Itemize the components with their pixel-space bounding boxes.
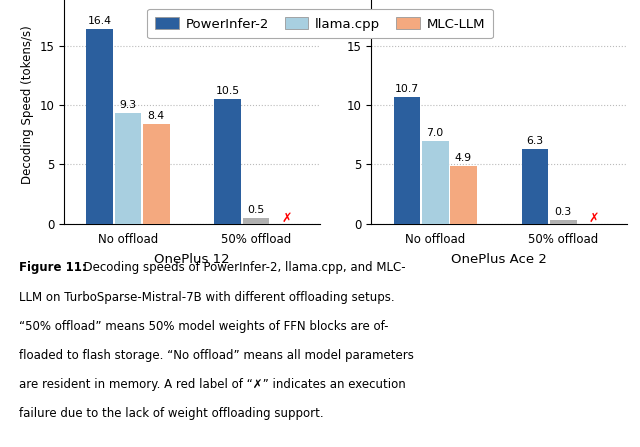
- Text: 8.4: 8.4: [148, 111, 164, 121]
- Text: Figure 11:: Figure 11:: [19, 261, 87, 274]
- Bar: [450, 165, 477, 224]
- Text: 4.9: 4.9: [455, 152, 472, 163]
- Text: 7.0: 7.0: [427, 128, 444, 138]
- Legend: PowerInfer-2, llama.cpp, MLC-LLM: PowerInfer-2, llama.cpp, MLC-LLM: [147, 9, 493, 38]
- Text: “50% offload” means 50% model weights of FFN blocks are of-: “50% offload” means 50% model weights of…: [19, 320, 388, 333]
- Bar: [550, 220, 577, 224]
- Text: 16.4: 16.4: [88, 17, 112, 26]
- Text: 0.3: 0.3: [555, 207, 572, 217]
- Bar: [86, 30, 113, 224]
- Text: 0.5: 0.5: [248, 205, 264, 215]
- Text: floaded to flash storage. “No offload” means all model parameters: floaded to flash storage. “No offload” m…: [19, 349, 414, 362]
- Text: 10.7: 10.7: [395, 84, 419, 94]
- Bar: [522, 149, 548, 224]
- Text: 9.3: 9.3: [120, 101, 136, 110]
- Text: ✗: ✗: [282, 212, 292, 225]
- Bar: [243, 218, 269, 224]
- Bar: [143, 124, 170, 224]
- Text: LLM on TurboSparse-Mistral-7B with different offloading setups.: LLM on TurboSparse-Mistral-7B with diffe…: [19, 291, 395, 304]
- Text: Decoding speeds of PowerInfer-2, llama.cpp, and MLC-: Decoding speeds of PowerInfer-2, llama.c…: [76, 261, 405, 274]
- X-axis label: OnePlus 12: OnePlus 12: [154, 253, 230, 266]
- Bar: [422, 141, 449, 224]
- Text: failure due to the lack of weight offloading support.: failure due to the lack of weight offloa…: [19, 407, 324, 420]
- Text: ✗: ✗: [589, 212, 600, 225]
- Text: 6.3: 6.3: [527, 136, 543, 146]
- Text: are resident in memory. A red label of “✗” indicates an execution: are resident in memory. A red label of “…: [19, 378, 406, 391]
- Bar: [394, 97, 420, 224]
- Y-axis label: Decoding Speed (tokens/s): Decoding Speed (tokens/s): [21, 26, 34, 185]
- Text: 10.5: 10.5: [216, 86, 240, 96]
- Bar: [214, 99, 241, 224]
- X-axis label: OnePlus Ace 2: OnePlus Ace 2: [451, 253, 547, 266]
- Bar: [115, 114, 141, 224]
